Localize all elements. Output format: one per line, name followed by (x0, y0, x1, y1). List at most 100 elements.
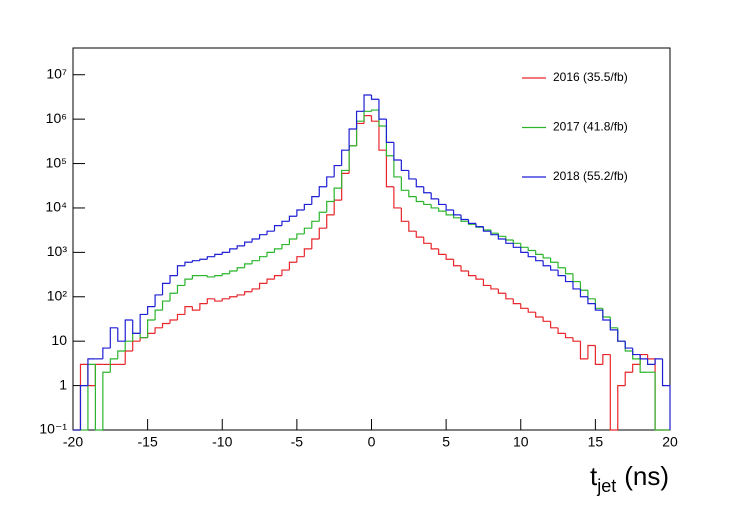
histogram-bin (370, 115, 379, 122)
x-axis-label: tjet (ns) (590, 461, 669, 496)
histogram-bin (117, 350, 126, 359)
histogram-bin (385, 150, 394, 188)
x-tick-label: -5 (291, 434, 304, 450)
histogram-bin (199, 258, 208, 261)
histogram-bin (654, 372, 663, 431)
histogram-bin (288, 261, 297, 271)
histogram-bin (639, 353, 648, 365)
histogram-bin (214, 274, 223, 277)
histogram-bin (169, 274, 178, 284)
histogram-bin (355, 110, 365, 129)
histogram-bin (176, 284, 185, 294)
histogram-bin (512, 298, 521, 305)
x-tick-label: 10 (513, 434, 529, 450)
histogram-bin (296, 209, 305, 217)
histogram-bin (475, 223, 484, 228)
histogram-bin (199, 303, 208, 311)
histogram-bin (184, 306, 193, 315)
histogram-bin (572, 281, 581, 290)
histogram-bin (132, 319, 141, 334)
histogram-bin (579, 288, 588, 298)
histogram-bin (460, 214, 469, 221)
histogram-bin (587, 344, 596, 359)
histogram-bin (430, 192, 439, 200)
histogram-bin (647, 354, 656, 360)
histogram-bin (296, 256, 305, 263)
histogram-bin (482, 226, 491, 232)
histogram-bin (415, 178, 424, 188)
histogram-bin (438, 248, 447, 255)
y-tick-label: 10⁷ (46, 65, 67, 81)
histogram-bin (497, 234, 506, 240)
histogram-bin (229, 248, 238, 253)
histogram-bin (452, 209, 462, 216)
histogram-bin (400, 207, 409, 222)
histogram-bin (273, 274, 282, 280)
histogram-bin (266, 278, 275, 284)
histogram-bin (505, 293, 514, 300)
histogram-bin (639, 354, 648, 360)
histogram-bin (587, 296, 596, 305)
histogram-bin (527, 308, 536, 313)
histogram-bin (355, 120, 365, 146)
histogram-bin (572, 273, 581, 283)
histogram-bin (482, 279, 491, 287)
histogram-bin (161, 282, 171, 295)
histogram-bin (94, 363, 103, 386)
histogram-bin (512, 239, 521, 244)
y-tick-label: 10⁵ (46, 154, 67, 170)
histogram-bin (124, 340, 133, 352)
histogram-bin (191, 274, 200, 280)
histogram-bin (326, 214, 335, 229)
histogram-bin (617, 384, 626, 430)
histogram-bin (370, 109, 379, 112)
histogram-bin (266, 230, 275, 235)
histogram-bin (79, 363, 88, 430)
histogram-bin (229, 270, 238, 274)
histogram-bin (296, 233, 305, 239)
histogram-bin (117, 327, 126, 342)
histogram-bin (408, 190, 417, 198)
histogram-bin (654, 358, 663, 365)
histogram-bin (609, 319, 618, 331)
histogram-bin (191, 306, 200, 311)
histogram-bin (244, 263, 253, 268)
histogram-bin (505, 236, 514, 241)
histogram-bin (132, 340, 141, 352)
histogram-bin (632, 348, 641, 356)
histogram-bin (147, 306, 156, 315)
histogram-bin (393, 142, 402, 161)
histogram-bin (363, 115, 372, 124)
histogram-bin (378, 99, 387, 120)
x-tick-label: -10 (212, 434, 232, 450)
histogram-bin (497, 288, 506, 294)
histogram-bin (281, 269, 290, 276)
histogram-bin (169, 319, 178, 324)
histogram-bin (572, 337, 581, 342)
histogram-bin (654, 358, 663, 431)
y-tick-label: 1 (59, 376, 67, 392)
x-tick-label: -15 (138, 434, 158, 450)
histogram-bin (535, 250, 544, 255)
histogram-bin (154, 294, 163, 307)
histogram-bin (348, 145, 357, 174)
histogram-bin (430, 243, 439, 250)
histogram-bin (557, 270, 566, 277)
histogram-bin (445, 211, 454, 216)
histogram-bin (542, 260, 551, 267)
x-tick-label: 5 (442, 434, 450, 450)
histogram-bin (311, 196, 320, 205)
histogram-bin (184, 278, 193, 286)
histogram-bin (154, 309, 163, 320)
histogram-bin (490, 229, 499, 234)
histogram-bin (87, 358, 96, 386)
legend-label: 2016 (35.5/fb) (553, 70, 628, 84)
histogram-bin (258, 234, 268, 239)
histogram-bin (124, 319, 133, 342)
histogram-bin (176, 265, 185, 276)
histogram-bin (326, 200, 335, 213)
histogram-bin (624, 371, 633, 386)
histogram-bin (542, 317, 551, 322)
histogram-bin (609, 317, 618, 329)
histogram-bin (602, 310, 611, 321)
